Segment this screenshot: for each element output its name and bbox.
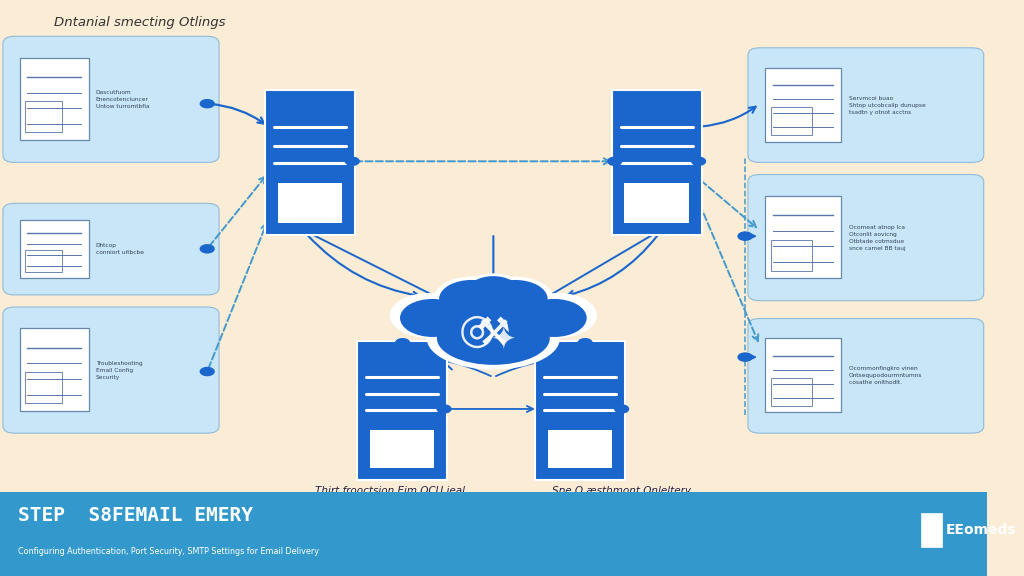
Ellipse shape [521, 299, 587, 337]
FancyBboxPatch shape [19, 220, 89, 278]
FancyBboxPatch shape [765, 338, 842, 412]
FancyBboxPatch shape [748, 175, 984, 301]
FancyArrowPatch shape [407, 354, 490, 376]
Circle shape [608, 157, 622, 165]
FancyBboxPatch shape [765, 67, 842, 142]
FancyArrowPatch shape [446, 406, 532, 412]
FancyArrowPatch shape [699, 204, 758, 341]
FancyArrowPatch shape [748, 233, 755, 239]
Text: Dntanial smecting Otlings: Dntanial smecting Otlings [54, 16, 225, 29]
Text: Ocommonfingkro vinen
Ontsequpodourmntumns
cosathe onlthodlt.: Ocommonfingkro vinen Ontsequpodourmntumn… [849, 366, 923, 385]
Text: Thirt frooctsion Eim OCU.ieal: Thirt frooctsion Eim OCU.ieal [314, 486, 465, 496]
Text: Dascutfuom
Enencotenciuncer
Untow turromtbfia: Dascutfuom Enencotenciuncer Untow turrom… [95, 90, 150, 109]
FancyBboxPatch shape [0, 492, 987, 576]
FancyBboxPatch shape [19, 58, 89, 140]
FancyBboxPatch shape [19, 328, 89, 411]
Text: Servmcoi buao
Shtop utcobcailp dunupse
tsadtn y otnot acctns: Servmcoi buao Shtop utcobcailp dunupse t… [849, 96, 926, 115]
FancyBboxPatch shape [535, 341, 625, 480]
FancyArrowPatch shape [490, 236, 497, 283]
Text: Configuring Authentication, Port Security, SMTP Settings for Email Delivery: Configuring Authentication, Port Securit… [17, 547, 318, 556]
FancyArrowPatch shape [567, 236, 657, 297]
Circle shape [201, 367, 214, 376]
FancyArrowPatch shape [210, 104, 264, 124]
Ellipse shape [482, 280, 548, 318]
FancyBboxPatch shape [548, 430, 612, 468]
FancyBboxPatch shape [3, 36, 219, 162]
FancyArrowPatch shape [701, 107, 756, 127]
Ellipse shape [476, 276, 554, 321]
Ellipse shape [400, 299, 465, 337]
Ellipse shape [467, 276, 519, 306]
Circle shape [395, 339, 410, 347]
Text: EEomeds: EEomeds [945, 523, 1016, 537]
FancyArrowPatch shape [408, 342, 452, 370]
FancyArrowPatch shape [312, 234, 455, 306]
FancyArrowPatch shape [535, 342, 581, 370]
FancyBboxPatch shape [748, 319, 984, 433]
FancyBboxPatch shape [921, 513, 942, 547]
FancyArrowPatch shape [532, 234, 652, 306]
Ellipse shape [390, 293, 467, 338]
Text: Troubleshooting
Email Config
Security: Troubleshooting Email Config Security [95, 361, 142, 380]
Circle shape [738, 232, 752, 240]
FancyBboxPatch shape [3, 307, 219, 433]
Circle shape [579, 339, 592, 347]
FancyArrowPatch shape [700, 180, 756, 227]
Circle shape [437, 405, 451, 413]
Text: Ocomeat atnop lca
Otconlit aovicng
Otbtade cotmsdue
snce camel BB tauj: Ocomeat atnop lca Otconlit aovicng Otbta… [849, 225, 905, 251]
FancyArrowPatch shape [208, 223, 267, 369]
FancyArrowPatch shape [496, 355, 581, 376]
Text: ⚒: ⚒ [476, 315, 511, 353]
Circle shape [345, 157, 359, 165]
FancyBboxPatch shape [357, 341, 447, 480]
Text: Dhtcop
conniort uitbcbe: Dhtcop conniort uitbcbe [95, 243, 143, 255]
FancyArrowPatch shape [355, 158, 609, 164]
FancyBboxPatch shape [265, 90, 355, 235]
FancyBboxPatch shape [611, 90, 701, 235]
FancyArrowPatch shape [308, 236, 419, 298]
Ellipse shape [433, 276, 510, 321]
FancyBboxPatch shape [279, 183, 342, 223]
FancyBboxPatch shape [3, 203, 219, 295]
Ellipse shape [463, 274, 524, 309]
FancyArrowPatch shape [209, 177, 265, 247]
FancyBboxPatch shape [625, 183, 689, 223]
Text: ✦: ✦ [490, 325, 516, 354]
Circle shape [201, 100, 214, 108]
Text: Spe O æsthmont Onleltery: Spe O æsthmont Onleltery [552, 486, 691, 496]
Ellipse shape [439, 280, 504, 318]
Circle shape [691, 157, 706, 165]
Ellipse shape [427, 307, 560, 370]
Ellipse shape [520, 293, 597, 338]
FancyBboxPatch shape [765, 196, 842, 278]
Circle shape [201, 245, 214, 253]
Text: ◎: ◎ [459, 310, 495, 352]
Circle shape [614, 405, 629, 413]
FancyBboxPatch shape [748, 48, 984, 162]
FancyArrowPatch shape [748, 354, 755, 360]
Ellipse shape [437, 312, 550, 365]
FancyBboxPatch shape [370, 430, 434, 468]
Text: STEP  S8FEMAIL EMERY: STEP S8FEMAIL EMERY [17, 506, 253, 525]
Circle shape [738, 353, 752, 361]
